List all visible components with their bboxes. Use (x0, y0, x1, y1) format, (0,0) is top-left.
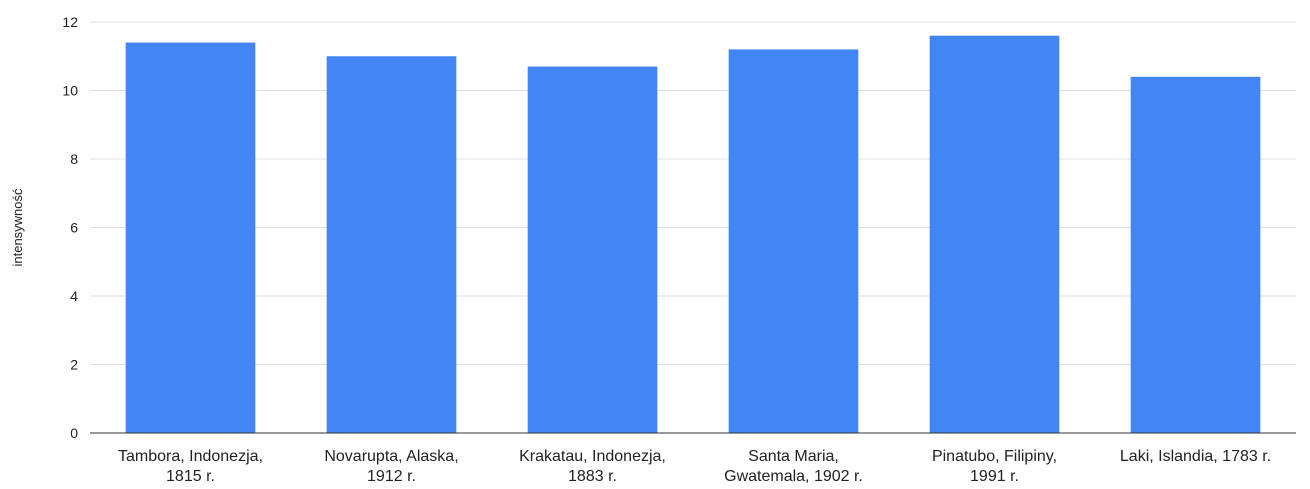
y-tick-label: 8 (70, 151, 78, 167)
x-category-label-line: Pinatubo, Filipiny, (932, 448, 1057, 465)
bar[interactable] (1130, 76, 1261, 434)
x-category-label-line: 1815 r. (166, 468, 215, 485)
bar[interactable] (527, 66, 658, 434)
x-category-label-line: 1991 r. (970, 468, 1019, 485)
x-category-label: Pinatubo, Filipiny, 1991 r. (932, 448, 1057, 485)
x-category-label-line: Gwatemala, 1902 r. (724, 468, 863, 485)
x-category-label-line: Krakatau, Indonezja, (519, 448, 666, 465)
x-category-label-line: Santa Maria, (748, 448, 839, 465)
bar[interactable] (728, 49, 859, 434)
x-category-label: Tambora, Indonezja, 1815 r. (118, 448, 263, 485)
gridlines (90, 21, 1296, 365)
x-category-label-line: Novarupta, Alaska, (324, 448, 458, 465)
x-category-label: Novarupta, Alaska, 1912 r. (324, 448, 458, 485)
bars (125, 35, 1261, 434)
y-tick-label: 0 (70, 425, 78, 441)
x-category-label-line: Laki, Islandia, 1783 r. (1120, 448, 1271, 465)
x-category-label: Krakatau, Indonezja, 1883 r. (519, 448, 666, 485)
x-category-label-line: 1883 r. (568, 468, 617, 485)
y-axis-ticks: 0 2 4 6 8 10 12 (62, 14, 78, 441)
x-category-label-line: Tambora, Indonezja, (118, 448, 263, 465)
bar[interactable] (125, 42, 256, 434)
bar[interactable] (326, 56, 457, 433)
y-tick-label: 6 (70, 220, 78, 236)
y-tick-label: 2 (70, 357, 78, 373)
y-tick-label: 12 (62, 14, 78, 30)
x-category-label-line: 1912 r. (367, 468, 416, 485)
y-axis-title: intensywność (10, 188, 25, 267)
bar[interactable] (929, 35, 1060, 433)
y-tick-label: 10 (62, 83, 78, 99)
x-category-label: Laki, Islandia, 1783 r. (1120, 448, 1271, 465)
y-tick-label: 4 (70, 288, 78, 304)
x-axis-labels: Tambora, Indonezja, 1815 r. Novarupta, Ala… (118, 448, 1271, 485)
x-category-label: Santa Maria, Gwatemala, 1902 r. (724, 448, 863, 485)
